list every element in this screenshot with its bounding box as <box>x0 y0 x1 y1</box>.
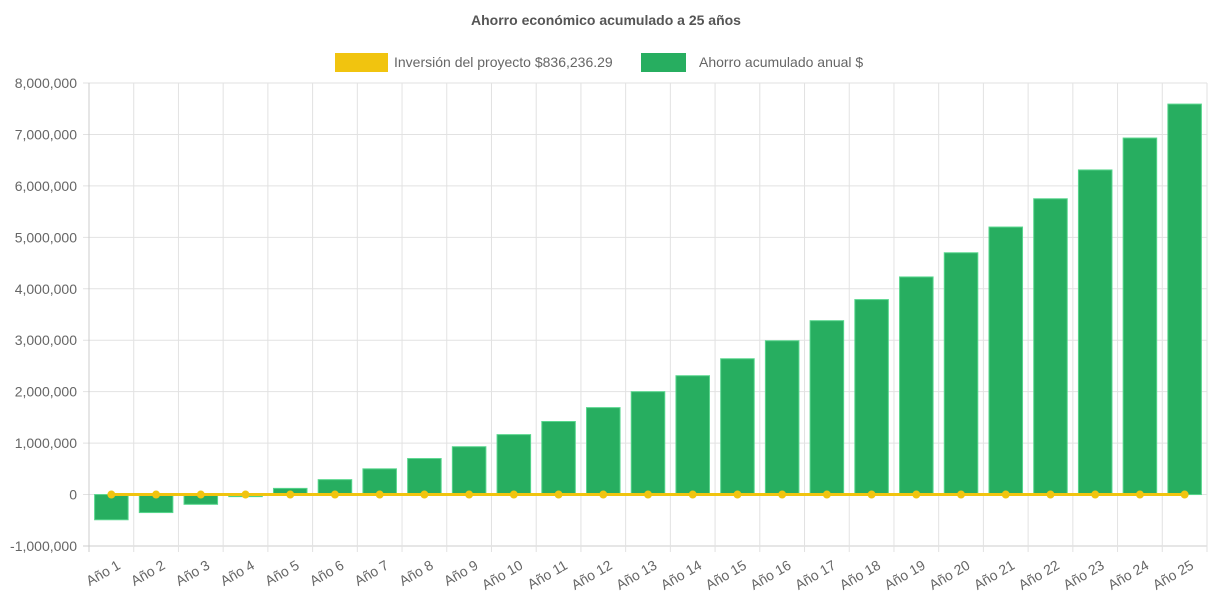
x-tick-label: Año 2 <box>128 557 168 589</box>
bar-savings <box>764 340 800 496</box>
legend-item-savings[interactable]: Ahorro acumulado anual $ <box>641 53 863 72</box>
point-investment <box>286 490 295 499</box>
x-tick-label: Año 16 <box>747 557 794 593</box>
x-tick-label: Año 4 <box>217 557 257 589</box>
point-investment <box>1001 490 1010 499</box>
bar-savings <box>407 458 442 496</box>
bar-savings <box>854 299 889 496</box>
x-tick-label: Año 23 <box>1060 557 1107 593</box>
x-tick-label: Año 18 <box>837 557 884 593</box>
bar-savings <box>94 494 129 521</box>
bar-savings <box>899 276 934 496</box>
point-investment <box>867 490 876 499</box>
line-investment <box>107 490 1189 499</box>
legend-swatch-savings <box>641 53 686 72</box>
bars-savings <box>94 103 1202 521</box>
x-tick-label: Año 25 <box>1150 557 1197 593</box>
y-tick-label: 2,000,000 <box>15 384 77 400</box>
x-tick-label: Año 12 <box>568 557 615 593</box>
point-investment <box>1091 490 1100 499</box>
x-tick-label: Año 13 <box>613 557 660 593</box>
y-tick-label: 1,000,000 <box>15 435 77 451</box>
point-investment <box>152 490 161 499</box>
y-axis: -1,000,000 0 1,000,000 2,000,000 3,000,000 4,… <box>10 75 77 554</box>
legend-label-savings: Ahorro acumulado anual $ <box>699 54 863 70</box>
bar-savings <box>1077 169 1113 496</box>
x-tick-label: Año 19 <box>881 557 928 593</box>
x-tick-label: Año 6 <box>307 557 347 589</box>
point-investment <box>107 490 116 499</box>
x-tick-label: Año 8 <box>396 557 436 589</box>
x-tick-label: Año 5 <box>262 557 302 589</box>
point-investment <box>644 490 652 499</box>
point-investment <box>599 490 608 499</box>
legend-swatch-investment <box>335 53 388 72</box>
y-tick-label: 0 <box>69 487 77 503</box>
x-tick-label: Año 3 <box>173 557 213 589</box>
bar-savings <box>988 226 1024 496</box>
legend-item-investment[interactable]: Inversión del proyecto $836,236.29 <box>335 53 613 72</box>
bar-savings <box>541 421 576 496</box>
x-tick-label: Año 21 <box>971 557 1018 593</box>
bar-savings <box>1167 103 1202 496</box>
point-investment <box>733 490 742 499</box>
point-investment <box>957 490 966 499</box>
point-investment <box>465 490 474 499</box>
bar-savings <box>1122 137 1158 496</box>
bar-savings <box>675 375 710 496</box>
x-tick-label: Año 11 <box>525 557 571 593</box>
y-tick-label: 7,000,000 <box>15 126 77 142</box>
point-investment <box>1046 490 1055 499</box>
bar-savings <box>496 434 532 496</box>
bar-savings <box>720 358 755 496</box>
legend: Inversión del proyecto $836,236.29 Ahorr… <box>335 53 863 72</box>
y-tick-label: 4,000,000 <box>15 281 77 297</box>
x-tick-label: Año 17 <box>792 557 839 593</box>
y-tick-label: 3,000,000 <box>15 332 77 348</box>
x-tick-label: Año 22 <box>1016 557 1063 593</box>
bar-savings <box>451 446 487 496</box>
bar-savings <box>586 407 621 496</box>
point-investment <box>688 490 697 499</box>
legend-label-investment: Inversión del proyecto $836,236.29 <box>394 54 613 70</box>
point-investment <box>375 490 384 499</box>
bar-savings <box>630 391 666 496</box>
chart-title: Ahorro económico acumulado a 25 años <box>471 12 741 28</box>
y-tick-label: -1,000,000 <box>10 538 77 554</box>
point-investment <box>509 490 518 499</box>
bar-savings <box>809 320 845 496</box>
x-tick-label: Año 20 <box>926 557 973 593</box>
x-tick-label: Año 10 <box>479 557 526 593</box>
x-tick-label: Año 7 <box>351 557 391 589</box>
x-tick-label: Año 9 <box>441 557 481 589</box>
x-tick-label: Año 14 <box>658 557 705 593</box>
x-tick-label: Año 1 <box>83 557 123 589</box>
y-tick-label: 5,000,000 <box>15 229 77 245</box>
point-investment <box>822 490 831 499</box>
bar-savings <box>1033 198 1068 496</box>
point-investment <box>1180 490 1189 499</box>
x-tick-label: Año 24 <box>1105 557 1152 593</box>
bar-savings <box>943 252 979 496</box>
point-investment <box>330 490 339 499</box>
point-investment <box>196 490 205 499</box>
y-tick-label: 6,000,000 <box>15 178 77 194</box>
point-investment <box>912 490 921 499</box>
x-tick-label: Año 15 <box>703 557 750 593</box>
grid <box>83 82 1208 552</box>
point-investment <box>241 490 250 499</box>
point-investment <box>554 490 563 499</box>
point-investment <box>778 490 787 499</box>
x-axis: Año 1 Año 2 Año 3 Año 4 Año 5 Año 6 Año 7 Año 8… <box>83 557 1196 593</box>
y-tick-label: 8,000,000 <box>15 75 77 91</box>
point-investment <box>420 490 429 499</box>
point-investment <box>1135 490 1144 499</box>
